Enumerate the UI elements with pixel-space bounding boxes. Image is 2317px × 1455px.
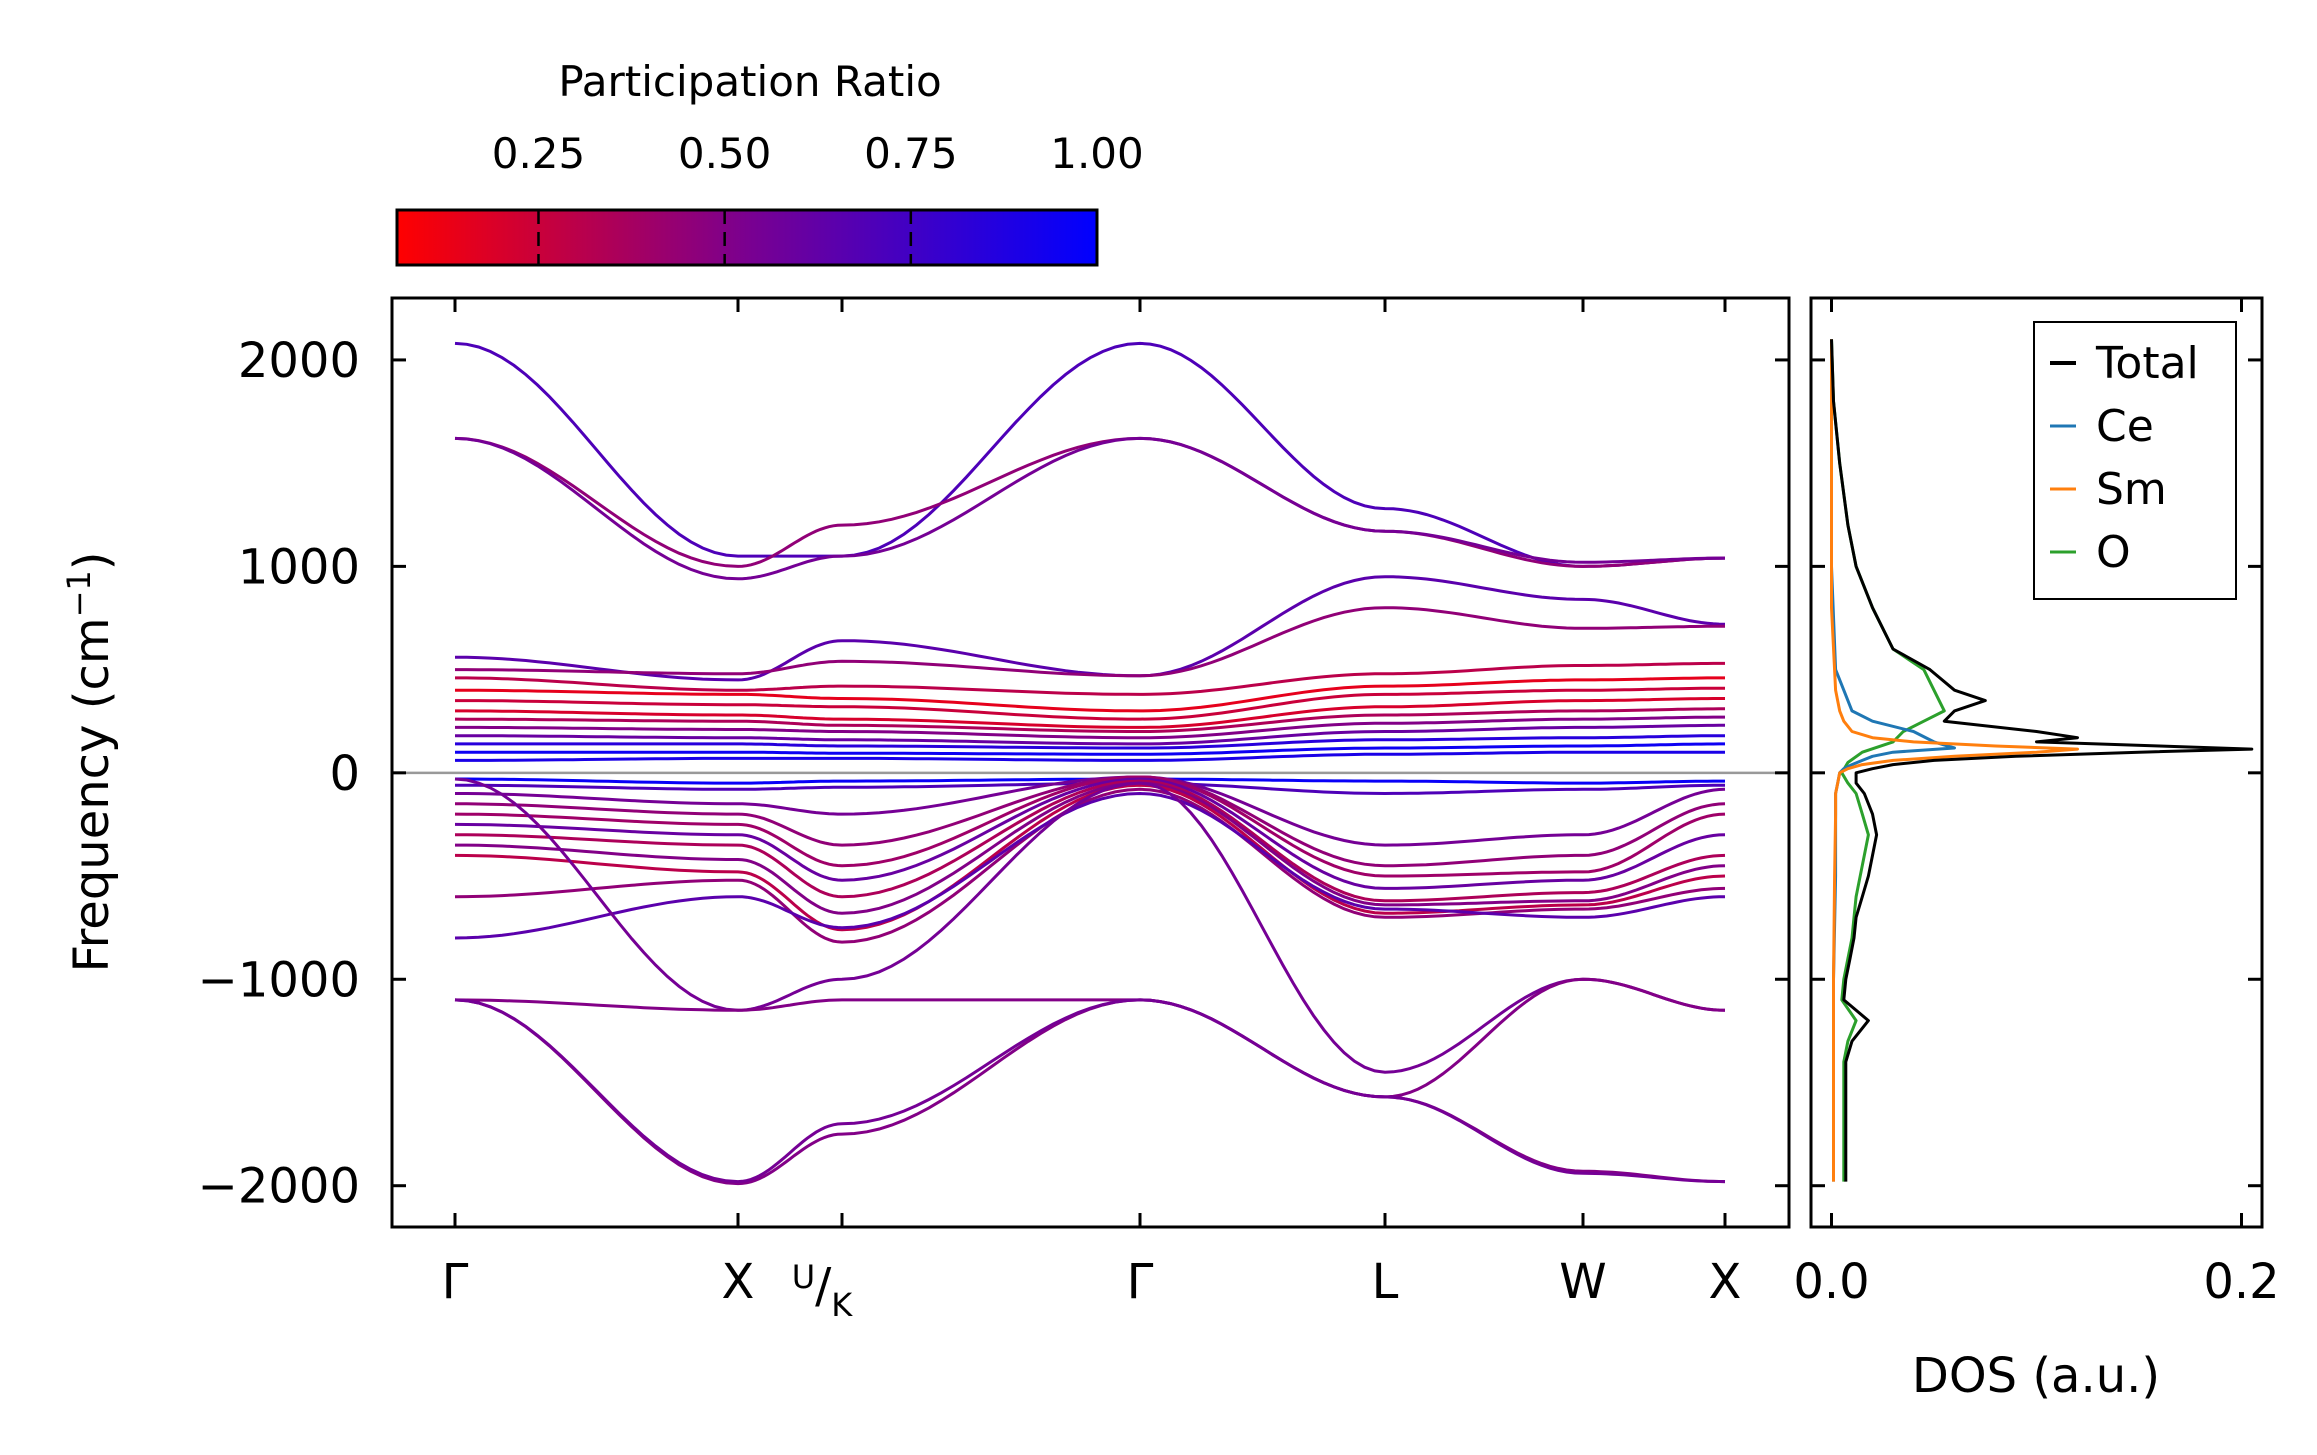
legend-label: Total [2095,338,2199,389]
legend-label: Ce [2096,401,2154,452]
band-line [454,998,1726,1186]
band-line [455,734,1725,750]
band-line [455,779,1726,903]
x-tick-label: X [722,1254,755,1310]
band-line [454,341,1726,568]
band-line [455,697,1725,729]
band-line [454,775,1726,878]
y-tick-label: 1000 [238,539,360,595]
legend-label: Sm [2096,464,2167,515]
band-line [455,606,1726,678]
colorbar-tick-label: 1.00 [1050,129,1144,178]
legend-label: O [2096,527,2131,578]
y-tick-label: −2000 [198,1159,360,1215]
legend: Total Ce Sm O [2033,321,2237,600]
colorbar-tick-label: 0.75 [864,129,958,178]
band-line [454,791,1726,940]
band-line [454,575,1726,682]
y-tick-label: 2000 [238,333,360,389]
colorbar-tick-label: 0.25 [492,129,586,178]
dos-x-tick-label: 0.2 [2203,1254,2279,1310]
band-line [455,715,1725,740]
band-line [455,750,1725,762]
band-line [455,661,1725,696]
dos-line-total [1830,339,2254,1182]
dos-panel: 0.0 0.2 DOS (a.u.) Total Ce Sm O [1793,296,2280,1404]
colorbar-gradient [395,208,1099,267]
dos-panel-frame [1809,296,2264,1229]
band-line [454,998,1726,1184]
x-tick-label: Γ [1127,1254,1154,1310]
band-line [454,707,1725,733]
dos-x-tick-label: 0.0 [1793,1254,1869,1310]
y-tick-label: 0 [329,746,360,802]
y-tick-label: −1000 [198,952,360,1008]
band-line [454,436,1726,568]
colorbar-title: Participation Ratio [558,57,941,106]
colorbar: Participation Ratio 0.25 0.50 0.75 1.00 [395,57,1144,267]
x-tick-label: L [1372,1254,1399,1310]
band-line [454,777,1726,890]
y-axis-label: Frequency (cm−1) [60,551,120,972]
dos-x-axis-label: DOS (a.u.) [1912,1348,2160,1404]
colorbar-tick-label: 0.50 [678,129,772,178]
band-line [454,676,1725,713]
band-line [454,977,1726,1099]
x-tick-label: Γ [442,1254,469,1310]
band-line [455,686,1725,721]
band-panel-frame [390,296,1791,1229]
band-line [454,436,1725,581]
x-tick-label: X [1709,1254,1742,1310]
x-tick-label: W [1559,1254,1606,1310]
band-line [455,723,1725,746]
x-tick-label: U/K [792,1258,854,1324]
band-line [454,787,1726,944]
band-panel: 2000 1000 0 −1000 −2000 Γ X U/K Γ L W X Frequency … [60,296,2262,1324]
band-line [455,742,1725,756]
dos-line-sm [1830,339,2079,1182]
band-line [454,783,1726,932]
